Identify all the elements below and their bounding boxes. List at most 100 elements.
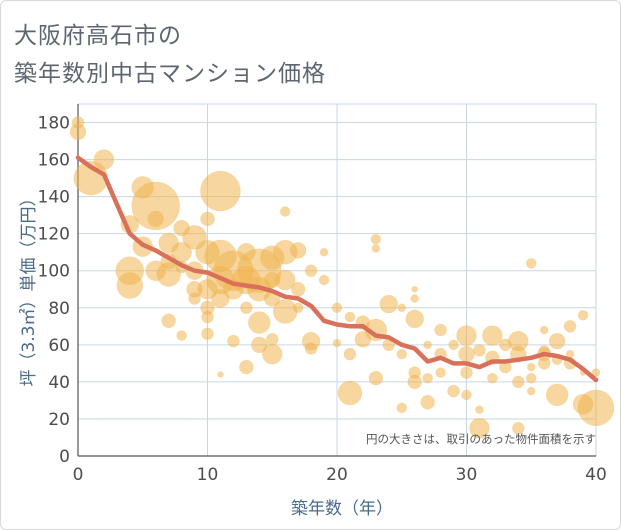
chart-title-line-1: 大阪府高石市の [14,23,182,49]
data-bubble [577,309,589,321]
y-tick-label: 120 [38,225,70,245]
y-tick-label: 160 [38,151,70,171]
data-bubble [379,294,399,314]
data-bubble [176,330,187,341]
data-bubble [200,170,241,212]
data-bubble [251,336,268,354]
y-tick-label: 180 [38,114,70,134]
data-bubble [200,211,215,227]
data-bubble [458,345,475,363]
data-bubble [156,262,181,287]
data-bubble [537,357,551,370]
data-bubble [545,383,569,407]
data-bubble [526,372,537,384]
x-axis-label: 築年数（年） [291,499,393,519]
x-tick-label: 0 [73,465,84,485]
data-bubble [69,123,87,141]
data-bubble [201,310,214,324]
data-bubble [512,375,525,389]
data-bubble [456,325,477,346]
x-tick-label: 10 [197,465,219,485]
data-bubble [292,302,304,314]
data-bubble [116,272,144,299]
trend-line [75,155,599,383]
y-axis-label: 坪（3.3㎡）単価（万円） [19,189,39,386]
x-tick-label: 20 [326,465,348,485]
data-bubble [93,149,115,170]
data-bubble [161,313,176,329]
y-tick-label: 40 [48,373,70,393]
data-bubble [279,206,291,217]
data-bubble [272,299,298,324]
data-bubble [227,334,240,348]
data-bubble [371,244,381,253]
data-bubble [217,371,224,378]
data-bubble [337,380,363,406]
data-bubble [407,374,422,390]
data-bubble [512,421,525,435]
data-bubble [526,258,537,269]
bubble-size-note: 円の大きさは、取引のあった物件面積を示す [366,432,596,446]
data-bubble [411,286,418,293]
data-bubble [447,384,460,398]
data-bubble [548,332,566,350]
data-bubble [473,344,486,357]
y-tick-label: 80 [48,299,70,319]
trend-line-series [75,155,599,383]
data-bubble [131,181,180,231]
data-bubble [461,389,472,401]
data-bubble [591,368,601,377]
x-tick-label: 40 [585,465,607,485]
y-tick-label: 60 [48,336,70,356]
data-bubble [396,348,407,360]
data-bubble [396,402,407,414]
data-bubble [331,302,343,314]
x-tick-label: 30 [456,465,478,485]
axis-ticks: 0 20 40 60 80 100 120 140 160 180 0 10 20 30 40 [38,114,607,485]
data-bubble [304,264,318,277]
data-bubble [422,372,433,384]
data-bubble [201,327,214,340]
data-bubble [405,309,424,329]
data-bubble [370,233,382,245]
data-bubble [262,343,283,365]
data-bubble [289,242,307,259]
data-bubble [188,292,201,305]
data-bubble [343,347,357,361]
data-bubble [248,311,271,334]
data-bubble [397,303,406,313]
data-bubble [332,338,342,348]
data-bubble [290,282,306,297]
data-bubble [539,325,549,335]
data-bubble [563,320,577,333]
data-bubble [577,389,615,427]
data-bubble [487,372,498,384]
y-tick-label: 0 [59,447,70,467]
y-tick-label: 140 [38,188,70,208]
bubble-series [69,116,615,439]
data-bubble [239,359,254,375]
data-bubble [274,269,296,291]
data-bubble [423,340,432,350]
data-bubble [318,274,330,286]
data-bubble [319,247,329,257]
data-bubble [410,294,419,303]
chart-title-line-2: 築年数別中古マンション価格 [14,61,326,87]
data-bubble [482,325,503,346]
data-bubble [266,333,279,346]
data-bubble [368,370,384,386]
data-bubble [240,301,253,315]
data-bubble [304,342,318,355]
data-bubble [147,210,164,228]
data-bubble [527,362,536,372]
data-bubble [448,339,459,351]
data-bubble [460,366,473,379]
data-bubble [420,395,435,410]
data-bubble [469,417,490,439]
data-bubble [475,405,484,414]
data-bubble [527,386,536,396]
data-bubble [434,323,447,337]
data-bubble [344,311,356,323]
y-tick-label: 20 [48,410,70,430]
